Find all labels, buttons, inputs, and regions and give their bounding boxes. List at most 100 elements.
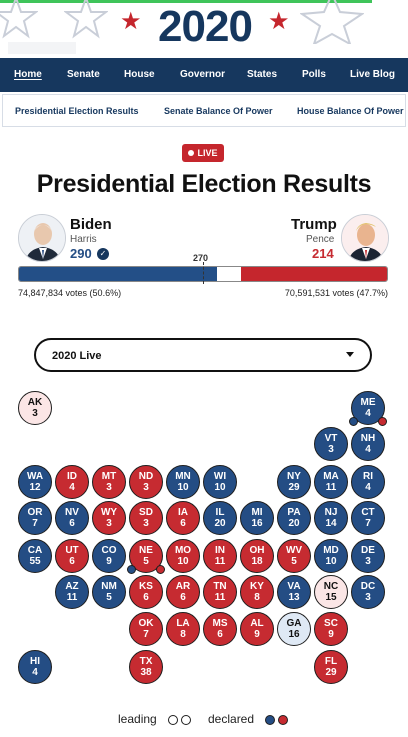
subnav-item-presidential[interactable]: Presidential Election Results — [15, 106, 139, 116]
year-select[interactable]: 2020 Live — [34, 338, 372, 372]
state-electoral-votes: 5 — [106, 592, 112, 603]
nav-item-live-blog[interactable]: Live Blog — [350, 69, 396, 80]
state-mi[interactable]: MI 16 — [240, 501, 274, 535]
state-ar[interactable]: AR 6 — [166, 575, 200, 609]
state-electoral-votes: 5 — [143, 556, 149, 567]
state-ny[interactable]: NY 29 — [277, 465, 311, 499]
banner-placeholder — [8, 42, 76, 54]
nav-item-home[interactable]: Home — [14, 69, 42, 80]
state-electoral-votes: 4 — [365, 408, 371, 419]
state-nm[interactable]: NM 5 — [92, 575, 126, 609]
state-electoral-votes: 13 — [288, 592, 300, 603]
state-pa[interactable]: PA 20 — [277, 501, 311, 535]
state-ca[interactable]: CA 55 — [18, 539, 52, 573]
state-in[interactable]: IN 11 — [203, 539, 237, 573]
state-electoral-votes: 29 — [288, 482, 300, 493]
nav-item-senate[interactable]: Senate — [67, 69, 100, 80]
state-oh[interactable]: OH 18 — [240, 539, 274, 573]
state-mn[interactable]: MN 10 — [166, 465, 200, 499]
state-ky[interactable]: KY 8 — [240, 575, 274, 609]
state-ks[interactable]: KS 6 — [129, 575, 163, 609]
state-nh[interactable]: NH 4 — [351, 427, 385, 461]
state-electoral-votes: 38 — [140, 667, 152, 678]
state-wv[interactable]: WV 5 — [277, 539, 311, 573]
state-co[interactable]: CO 9 — [92, 539, 126, 573]
state-ct[interactable]: CT 7 — [351, 501, 385, 535]
subnav-item-senate-balance[interactable]: Senate Balance Of Power — [164, 106, 273, 116]
state-ia[interactable]: IA 6 — [166, 501, 200, 535]
state-electoral-votes: 7 — [365, 518, 371, 529]
state-sd[interactable]: SD 3 — [129, 501, 163, 535]
subnav-item-house-balance[interactable]: House Balance Of Power — [297, 106, 404, 116]
state-nd[interactable]: ND 3 — [129, 465, 163, 499]
state-electoral-votes: 6 — [217, 629, 223, 640]
state-la[interactable]: LA 8 — [166, 612, 200, 646]
state-mt[interactable]: MT 3 — [92, 465, 126, 499]
nav-item-governor[interactable]: Governor — [180, 69, 226, 80]
state-electoral-votes: 11 — [214, 556, 226, 567]
state-abbr: WI — [213, 471, 227, 482]
nav-item-states[interactable]: States — [247, 69, 278, 80]
state-tx[interactable]: TX 38 — [129, 650, 163, 684]
state-abbr: KS — [139, 581, 153, 592]
state-mo[interactable]: MO 10 — [166, 539, 200, 573]
state-ok[interactable]: OK 7 — [129, 612, 163, 646]
state-electoral-votes: 29 — [325, 667, 337, 678]
state-de[interactable]: DE 3 — [351, 539, 385, 573]
district-split-dot-dem — [127, 565, 136, 574]
live-badge: LIVE — [182, 144, 224, 162]
state-al[interactable]: AL 9 — [240, 612, 274, 646]
state-wi[interactable]: WI 10 — [203, 465, 237, 499]
nav-item-polls[interactable]: Polls — [302, 69, 326, 80]
state-abbr: HI — [30, 656, 40, 667]
state-md[interactable]: MD 10 — [314, 539, 348, 573]
state-tn[interactable]: TN 11 — [203, 575, 237, 609]
state-hi[interactable]: HI 4 — [18, 650, 52, 684]
state-electoral-votes: 9 — [328, 629, 334, 640]
state-electoral-votes: 6 — [69, 518, 75, 529]
state-az[interactable]: AZ 11 — [55, 575, 89, 609]
threshold-label: 270 — [193, 253, 209, 263]
state-wy[interactable]: WY 3 — [92, 501, 126, 535]
trump-popular-votes: 70,591,531 votes (47.7%) — [284, 288, 388, 298]
legend-leading-dem-dot — [168, 715, 178, 725]
state-nv[interactable]: NV 6 — [55, 501, 89, 535]
state-abbr: OK — [138, 618, 154, 629]
map-legend: leading declared — [0, 712, 408, 728]
biden-electoral-votes: 290 — [70, 246, 92, 261]
state-electoral-votes: 11 — [325, 482, 337, 493]
outline-star-icon — [0, 0, 38, 39]
state-electoral-votes: 11 — [66, 592, 78, 603]
state-ms[interactable]: MS 6 — [203, 612, 237, 646]
state-nj[interactable]: NJ 14 — [314, 501, 348, 535]
legend-leading-label: leading — [118, 712, 157, 726]
state-ri[interactable]: RI 4 — [351, 465, 385, 499]
state-ak[interactable]: AK 3 — [18, 391, 52, 425]
trump-electoral-votes: 214 — [312, 246, 334, 261]
main-nav: Home Senate House Governor States Polls … — [0, 58, 408, 92]
state-ga[interactable]: GA 16 — [277, 612, 311, 646]
state-abbr: AZ — [65, 581, 79, 592]
state-fl[interactable]: FL 29 — [314, 650, 348, 684]
state-abbr: MI — [251, 507, 263, 518]
state-il[interactable]: IL 20 — [203, 501, 237, 535]
state-ut[interactable]: UT 6 — [55, 539, 89, 573]
state-electoral-votes: 16 — [288, 629, 300, 640]
state-vt[interactable]: VT 3 — [314, 427, 348, 461]
state-id[interactable]: ID 4 — [55, 465, 89, 499]
page-title: Presidential Election Results — [36, 170, 372, 198]
state-ma[interactable]: MA 11 — [314, 465, 348, 499]
state-abbr: MO — [174, 545, 192, 556]
state-sc[interactable]: SC 9 — [314, 612, 348, 646]
state-wa[interactable]: WA 12 — [18, 465, 52, 499]
state-abbr: SC — [324, 618, 338, 629]
state-abbr: CA — [27, 545, 43, 556]
state-nc[interactable]: NC 15 — [314, 575, 348, 609]
state-abbr: WY — [100, 507, 118, 518]
live-badge-label: LIVE — [197, 148, 218, 158]
state-va[interactable]: VA 13 — [277, 575, 311, 609]
nav-item-house[interactable]: House — [124, 69, 155, 80]
state-electoral-votes: 9 — [106, 556, 112, 567]
state-dc[interactable]: DC 3 — [351, 575, 385, 609]
state-or[interactable]: OR 7 — [18, 501, 52, 535]
